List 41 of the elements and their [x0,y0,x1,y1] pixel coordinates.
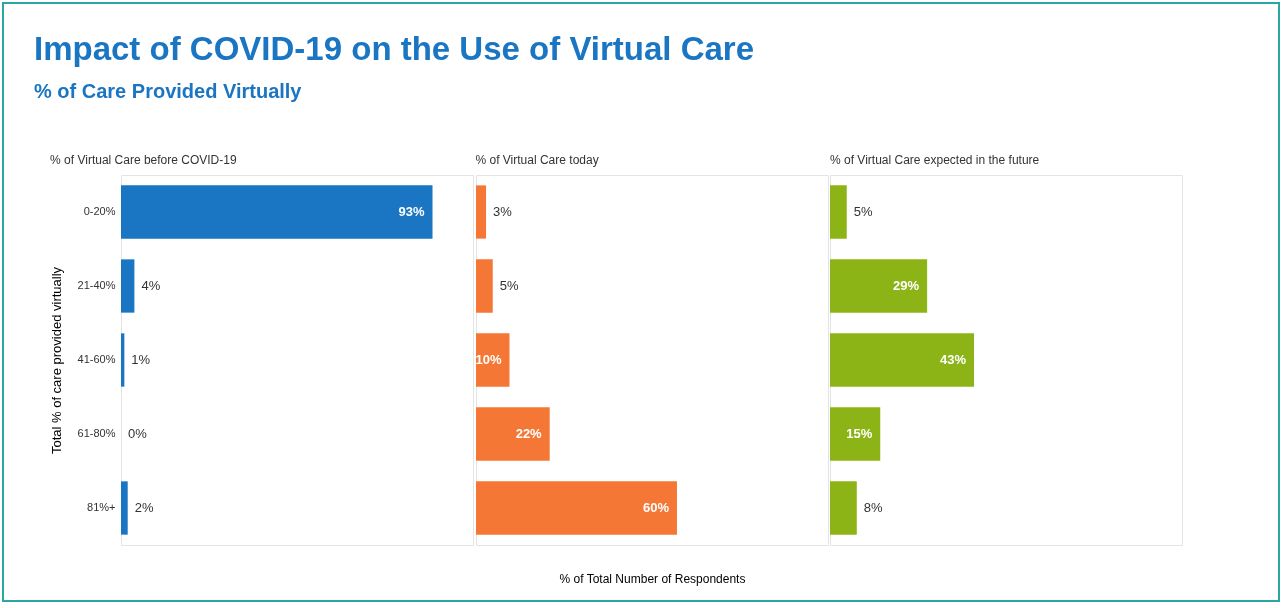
chart-title: % of Virtual Care today [475,153,599,167]
data-label: 1% [131,352,151,367]
bar [476,259,493,313]
data-label: 15% [846,426,873,441]
bar [121,481,128,535]
bar [121,259,135,313]
chart-title: % of Virtual Care expected in the future [830,153,1040,167]
text: Impact of COVID-19 on the Use of Virtual Care [34,30,755,68]
data-label: 8% [863,500,884,515]
y-tick-label: 21-40% [77,279,116,291]
chart-title: % of Virtual Care before COVID-19 [50,153,237,167]
bar [830,333,975,387]
y-tick-label: 0-20% [83,205,116,217]
data-label: 5% [853,204,873,219]
bar [476,333,510,387]
text: % of Care Provided Virtually [34,80,302,103]
y-tick-label: 81%+ [87,501,116,513]
bar [830,185,847,239]
data-label: 0% [128,426,148,441]
bar [476,185,487,239]
data-label: 22% [515,426,543,441]
x-axis-title: % of Total Number of Respondents [559,571,746,586]
data-label: 2% [134,500,154,515]
y-tick-label: 41-60% [77,353,116,365]
bar [121,185,433,239]
bar [476,481,677,535]
data-label: 10% [475,352,502,367]
data-label: 4% [141,278,161,293]
data-label: 43% [940,352,967,367]
bar [830,481,857,535]
bar [476,407,550,461]
bar [830,259,928,313]
y-tick-label: 61-80% [77,427,116,439]
data-label: 3% [493,204,513,219]
data-label: 93% [398,204,425,219]
bar [830,407,881,461]
data-label: 29% [893,278,920,293]
data-label: 60% [642,500,670,515]
y-axis-title: Total % of care provided virtually [48,266,64,455]
bar [121,333,125,387]
data-label: 5% [499,278,519,293]
